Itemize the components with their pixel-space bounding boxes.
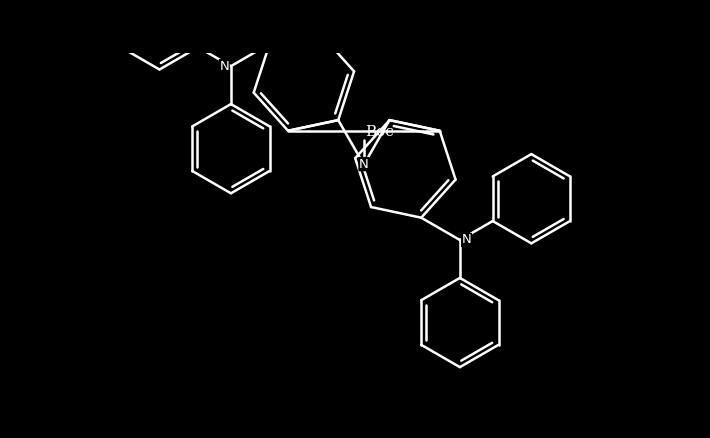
Text: N: N xyxy=(219,60,229,73)
Text: Boc: Boc xyxy=(365,125,394,139)
Text: N: N xyxy=(359,158,368,170)
Text: N: N xyxy=(462,233,471,247)
